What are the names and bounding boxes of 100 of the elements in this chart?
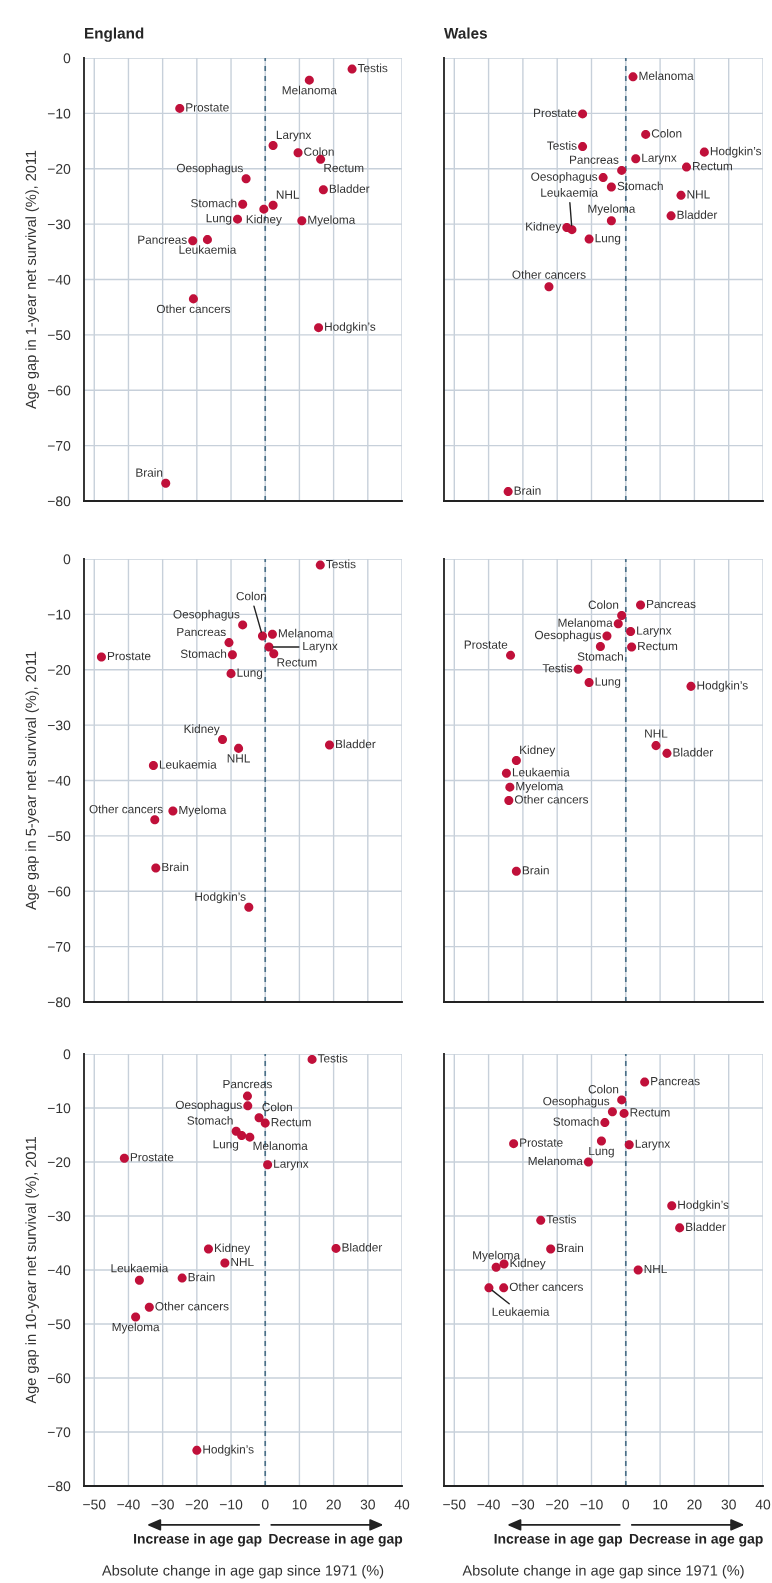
text: Decrease in age gap (629, 1533, 763, 1547)
y-tick-label: −30 (47, 1211, 71, 1222)
point (151, 863, 161, 873)
annotation: Testis (317, 1053, 348, 1063)
point (600, 1118, 610, 1128)
annotation: Rectum (277, 658, 317, 667)
point (491, 1262, 501, 1272)
annotation: Bladder (677, 210, 718, 219)
annotation: Other cancers (512, 270, 586, 279)
annotation: Colon (588, 600, 619, 609)
annotation: Larynx (637, 626, 672, 638)
point (505, 782, 515, 792)
x-tick-label: 40 (755, 1499, 771, 1510)
annotation: Brain (557, 1243, 584, 1253)
point (168, 806, 178, 816)
point (640, 1077, 650, 1087)
y-tick-label: −20 (47, 1157, 71, 1168)
annotation: Kidney (184, 724, 220, 736)
y-tick-label: 0 (63, 554, 71, 565)
annotation: Oesophagus (543, 1096, 610, 1108)
point (628, 72, 638, 82)
y-tick-label: −50 (47, 1319, 71, 1330)
x-tick-label: −40 (117, 1499, 140, 1510)
annotation: Testis (546, 1214, 577, 1224)
annotation: Hodgkin’s (325, 322, 376, 334)
point (617, 610, 627, 620)
point (606, 216, 616, 226)
annotation: NHL (687, 190, 710, 199)
annotation: Other cancers (89, 804, 163, 814)
annotation: Lung (237, 668, 263, 680)
point (241, 174, 251, 184)
point (619, 1108, 629, 1118)
annotation: Leukaemia (179, 245, 237, 254)
point (584, 234, 594, 244)
point (567, 225, 577, 235)
annotation: Oesophagus (534, 630, 601, 642)
point (263, 1160, 273, 1170)
point (651, 741, 661, 751)
point (226, 669, 236, 679)
annotation: Stomach (180, 649, 227, 658)
annotation: Kidney (526, 221, 562, 233)
text: Increase in age gap (494, 1533, 623, 1547)
annotation: Stomach (187, 1116, 233, 1125)
point (192, 1445, 202, 1455)
point (573, 664, 583, 674)
annotation: Larynx (303, 641, 338, 653)
point (636, 600, 646, 610)
annotation: NHL (644, 1264, 667, 1274)
annotation: Myeloma (308, 215, 356, 227)
point (347, 64, 357, 74)
point (307, 1054, 317, 1064)
point (188, 236, 198, 246)
y-axis-title: Age gap in 1-year net survival (%), 2011 (25, 150, 39, 410)
point (583, 1157, 593, 1167)
annotation: Larynx (274, 1159, 309, 1171)
point (242, 1091, 252, 1101)
annotation: Lung (595, 677, 621, 688)
point (676, 190, 686, 200)
y-tick-label: −80 (47, 496, 71, 507)
annotation: Melanoma (282, 85, 337, 95)
point (260, 1118, 270, 1128)
x-tick-label: −50 (443, 1499, 466, 1510)
annotation: Colon (262, 1102, 292, 1112)
point (681, 162, 692, 172)
point (509, 1139, 519, 1149)
point (627, 642, 637, 652)
annotation: Bladder (342, 1242, 383, 1252)
y-tick-label: −40 (47, 274, 71, 285)
annotation: Pancreas (138, 235, 187, 244)
x-tick-label: 0 (261, 1499, 269, 1510)
annotation: Other cancers (156, 304, 231, 314)
point (131, 1312, 141, 1322)
annotation: Testis (542, 663, 573, 673)
point (314, 323, 324, 333)
point (504, 795, 514, 805)
point (148, 761, 158, 771)
annotation: Kidney (214, 1243, 251, 1255)
y-tick-label: −70 (47, 440, 71, 451)
text: Decrease in age gap (269, 1533, 403, 1547)
point (269, 649, 279, 659)
y-tick-label: −80 (47, 997, 71, 1008)
point (631, 154, 641, 164)
y-tick-label: −80 (47, 1481, 71, 1492)
point (595, 641, 605, 652)
point (237, 1131, 247, 1141)
point (318, 185, 328, 195)
annotation: Brain (188, 1272, 215, 1282)
annotation: Prostate (520, 1138, 563, 1147)
annotation: Rectum (693, 162, 732, 171)
point (584, 677, 594, 687)
point (511, 756, 521, 766)
annotation: Myeloma (588, 204, 636, 216)
point (484, 1283, 494, 1293)
annotation: Oesophagus (531, 172, 598, 184)
point (331, 1243, 341, 1253)
annotation: Testis (357, 63, 388, 73)
y-tick-label: −60 (47, 385, 71, 396)
y-tick-label: −70 (47, 941, 71, 952)
annotation: Stomach (577, 652, 623, 661)
point (267, 629, 277, 639)
